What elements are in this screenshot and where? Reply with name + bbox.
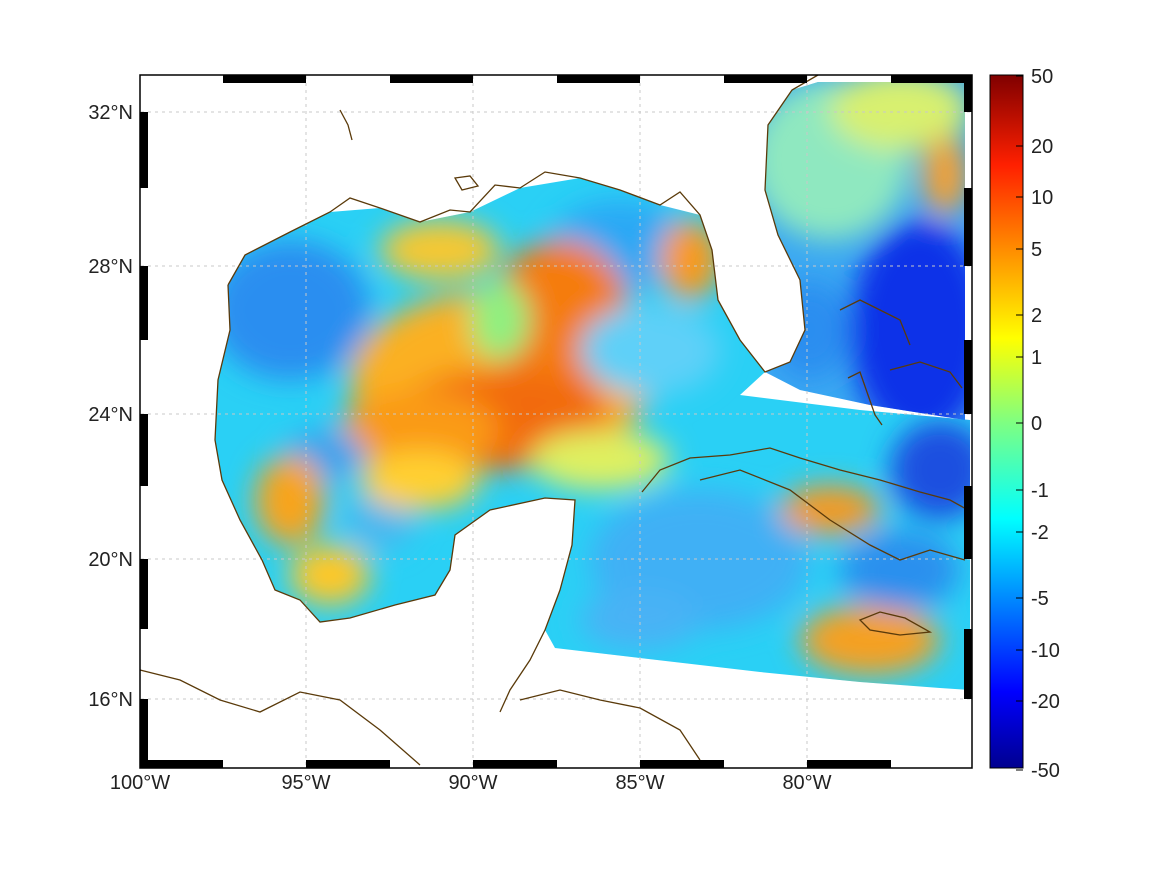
map-frame bbox=[139, 74, 973, 769]
colorbar-tick-label: -20 bbox=[1031, 691, 1060, 713]
colorbar-tick-label: -10 bbox=[1031, 640, 1060, 662]
colorbar-gradient bbox=[989, 74, 1024, 769]
x-tick-label: 90°W bbox=[448, 772, 497, 794]
y-tick-label: 16°N bbox=[88, 689, 133, 711]
y-tick-label: 32°N bbox=[88, 102, 133, 124]
colorbar-tick-label: -5 bbox=[1031, 588, 1049, 610]
x-tick-label: 80°W bbox=[782, 772, 831, 794]
x-tick-label: 95°W bbox=[281, 772, 330, 794]
y-axis-labels: 16°N 20°N 24°N 28°N 32°N bbox=[88, 102, 133, 711]
x-tick-label: 100°W bbox=[110, 772, 170, 794]
y-tick-label: 24°N bbox=[88, 404, 133, 426]
colorbar-tick-label: 0 bbox=[1031, 413, 1042, 435]
coastlines bbox=[139, 74, 969, 766]
y-tick-label: 28°N bbox=[88, 256, 133, 278]
colorbar-tick-label: -50 bbox=[1031, 760, 1060, 782]
atlantic-field bbox=[765, 82, 965, 420]
x-tick-label: 85°W bbox=[615, 772, 664, 794]
colorbar-tick-label: -2 bbox=[1031, 522, 1049, 544]
colorbar-tick-label: 50 bbox=[1031, 66, 1053, 88]
colorbar-tick-label: 5 bbox=[1031, 239, 1042, 261]
colorbar-tick-label: 20 bbox=[1031, 136, 1053, 158]
colorbar-tick-label: -1 bbox=[1031, 480, 1049, 502]
grid-lines bbox=[141, 76, 971, 767]
colorbar-tick-label: 2 bbox=[1031, 305, 1042, 327]
colorbar-tick-label: 1 bbox=[1031, 347, 1042, 369]
y-tick-label: 20°N bbox=[88, 549, 133, 571]
x-axis-labels: 100°W 95°W 90°W 85°W 80°W bbox=[110, 772, 832, 794]
colorbar-tick-label: 10 bbox=[1031, 187, 1053, 209]
